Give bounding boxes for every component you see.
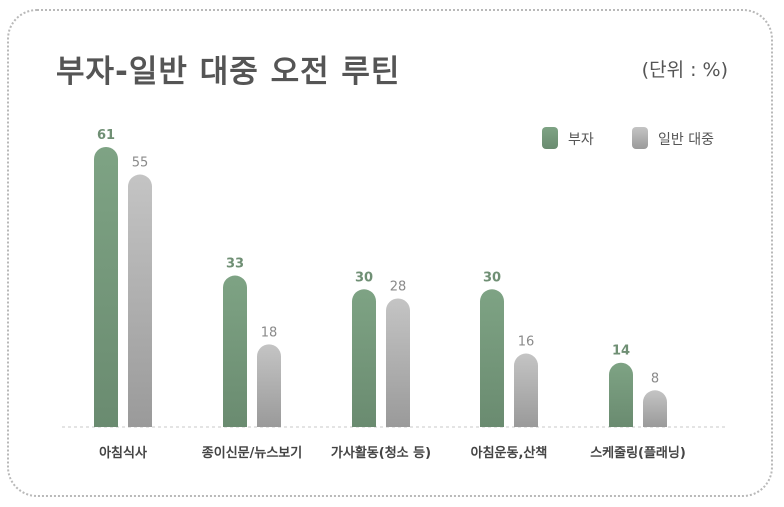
value-label-rich-1: 33 [226, 257, 244, 272]
legend-swatch-rich [542, 127, 558, 149]
legend-swatch-general [632, 127, 648, 149]
category-label-2: 가사활동(청소 등) [331, 445, 431, 461]
chart-card [7, 9, 773, 497]
value-label-general-1: 18 [261, 325, 278, 340]
bar-general-1 [257, 344, 281, 427]
bar-general-0 [128, 174, 152, 427]
legend-label-general: 일반 대중 [658, 132, 714, 148]
bar-rich-0 [94, 147, 118, 427]
bar-rich-3 [480, 289, 504, 427]
category-label-3: 아침운동,산책 [471, 445, 548, 461]
bar-group: 61 55 아침식사 33 18 종이신문/뉴스보기 30 28 가사활동(청소 등) 30 16 아… [94, 128, 686, 461]
bar-general-3 [514, 353, 538, 427]
category-label-0: 아침식사 [99, 445, 147, 461]
bar-general-2 [386, 298, 410, 427]
category-label-4: 스케줄링(플래닝) [590, 446, 686, 461]
value-label-rich-4: 14 [612, 344, 630, 359]
value-label-general-3: 16 [518, 335, 535, 350]
category-label-1: 종이신문/뉴스보기 [202, 445, 302, 461]
bar-rich-2 [352, 289, 376, 427]
value-label-general-0: 55 [132, 156, 149, 171]
value-label-rich-3: 30 [483, 270, 501, 285]
value-label-rich-2: 30 [355, 270, 373, 285]
bar-general-4 [643, 390, 667, 427]
legend: 부자 일반 대중 [542, 127, 714, 149]
bar-rich-4 [609, 362, 633, 427]
chart-title: 부자-일반 대중 오전 루틴 [56, 54, 401, 90]
bar-rich-1 [223, 275, 247, 427]
unit-label: (단위 : %) [641, 59, 728, 81]
legend-label-rich: 부자 [568, 132, 594, 148]
value-label-general-2: 28 [390, 279, 407, 294]
value-label-general-4: 8 [651, 371, 659, 386]
value-label-rich-0: 61 [97, 128, 115, 143]
